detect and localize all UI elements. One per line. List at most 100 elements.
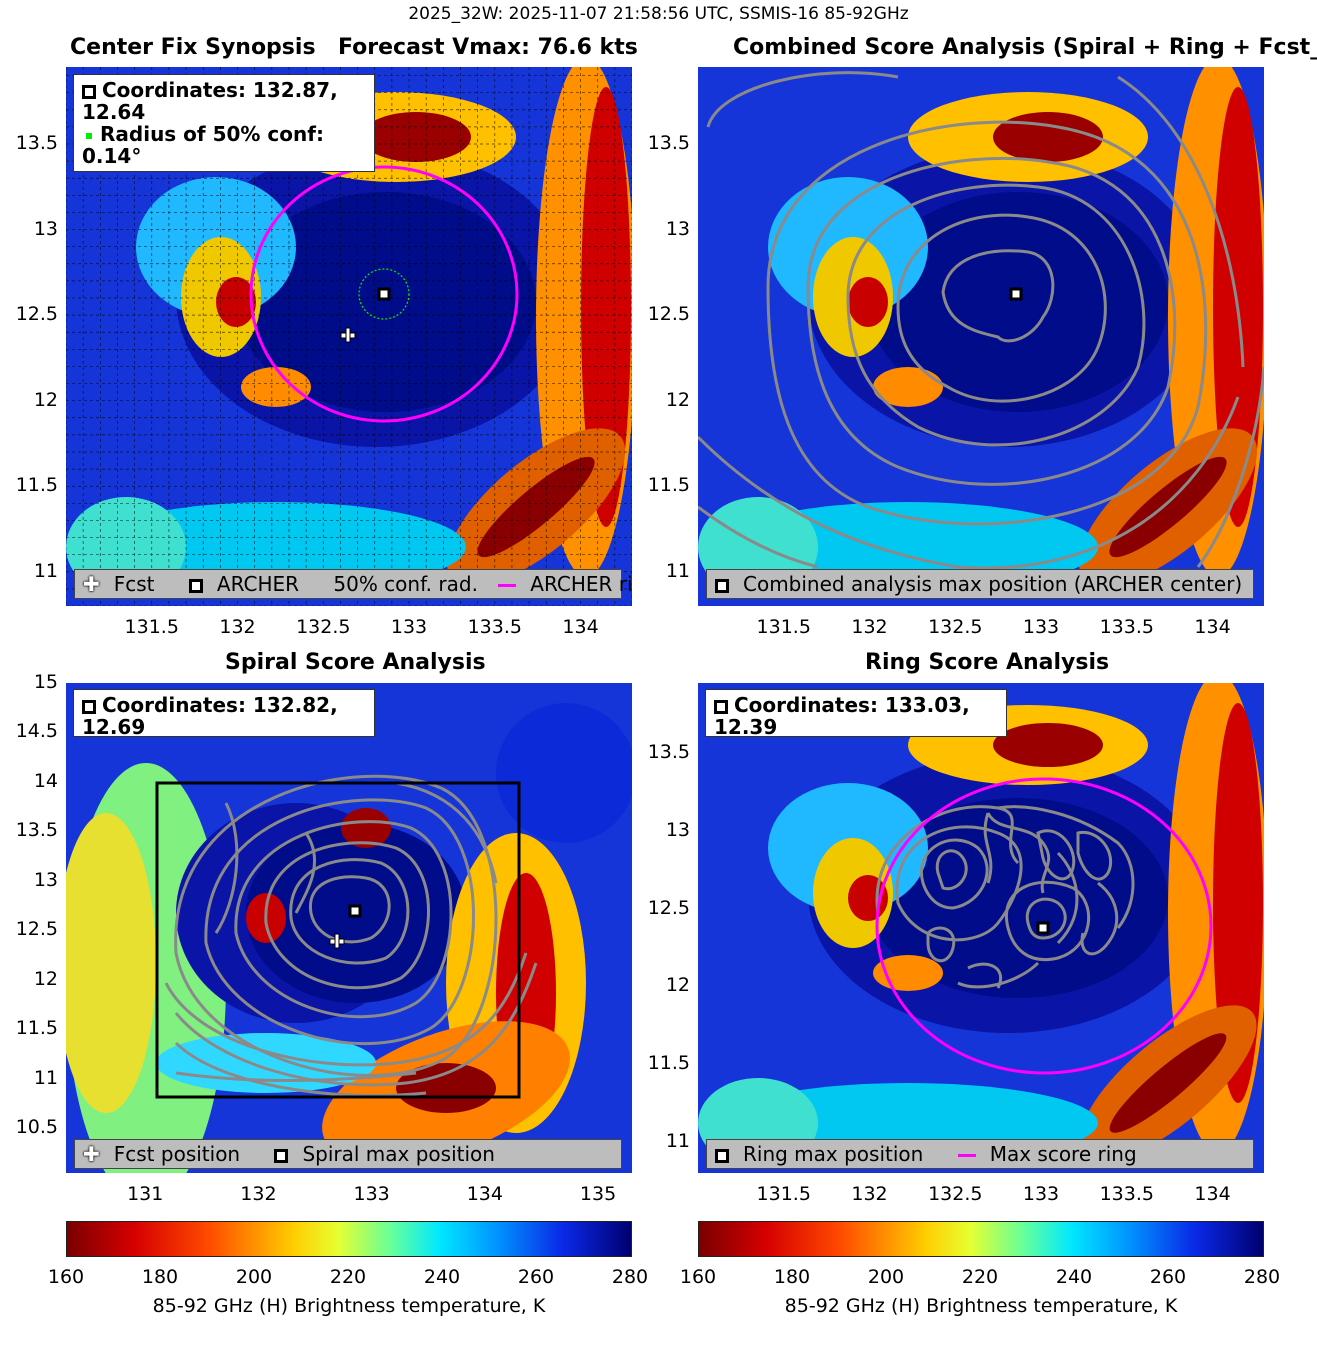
panel-br-legend: Ring max position Max score ring <box>706 1139 1254 1169</box>
square-icon <box>715 1148 729 1163</box>
ring-contours <box>875 805 1135 989</box>
ytick-label: 14.5 <box>15 720 58 743</box>
ring-legend-icon <box>714 699 728 714</box>
legend-combined: Combined analysis max position (ARCHER c… <box>743 572 1243 596</box>
ytick-label: 13.5 <box>647 741 690 763</box>
ytick-label: 13 <box>665 818 690 841</box>
xtick-label: 133.5 <box>467 616 522 638</box>
xtick-label: 132.5 <box>928 1183 983 1205</box>
colorbar-tick: 240 <box>423 1266 461 1288</box>
ytick-label: 12 <box>33 388 58 411</box>
legend-fcst: Fcst <box>113 572 155 596</box>
colorbar-tick: 220 <box>961 1266 999 1288</box>
square-icon <box>274 1148 289 1163</box>
ytick-label: 13 <box>33 868 58 891</box>
panel-br-svg <box>698 683 1264 1173</box>
coordinates-text: Coordinates: 132.82, 12.69 <box>82 693 338 739</box>
legend-ring: ARCHER ring <box>530 572 632 596</box>
legend-ring-max: Ring max position <box>743 1142 924 1166</box>
xtick-label: 131.5 <box>756 1183 811 1205</box>
panel-bl-svg <box>66 683 632 1173</box>
panel-bl-title: Spiral Score Analysis <box>225 650 486 675</box>
legend-spiral-max: Spiral max position <box>302 1142 495 1166</box>
archer-ring <box>249 165 519 423</box>
ytick-label: 11 <box>665 559 690 582</box>
fcst-marker <box>329 933 345 949</box>
colorbar-left <box>66 1221 632 1257</box>
spiral-legend-icon <box>82 699 96 714</box>
panel-tr-title: Combined Score Analysis (Spiral + Ring +… <box>733 35 1317 60</box>
coordinates-text: Coordinates: 132.87, 12.64 <box>82 78 338 124</box>
colorbar-tick: 260 <box>1149 1266 1187 1288</box>
ytick-label: 12 <box>665 388 690 411</box>
xtick-label: 131 <box>127 1183 164 1205</box>
panel-br-title: Ring Score Analysis <box>865 650 1110 675</box>
colorbar-right-label: 85-92 GHz (H) Brightness temperature, K <box>784 1295 1178 1317</box>
xtick-label: 134 <box>466 1183 503 1205</box>
xtick-label: 132 <box>851 1183 888 1205</box>
archer-legend-icon <box>82 84 96 99</box>
panel-tl-infobox: Coordinates: 132.87, 12.64 Radius of 50%… <box>73 74 375 172</box>
ytick-label: 10.5 <box>15 1116 58 1139</box>
ytick-label: 13.5 <box>647 132 690 154</box>
legend-archer: ARCHER <box>216 572 300 596</box>
xtick-label: 134 <box>1194 616 1231 638</box>
colorbar-tick: 240 <box>1055 1266 1093 1288</box>
ytick-label: 14 <box>33 769 58 792</box>
panel-tr-legend: Combined analysis max position (ARCHER c… <box>706 569 1254 599</box>
ytick-label: 13.5 <box>15 132 58 154</box>
ytick-label: 13.5 <box>15 819 58 842</box>
colorbar-tick: 180 <box>141 1266 179 1288</box>
ring-line-icon <box>498 584 517 587</box>
legend-max-ring: Max score ring <box>989 1142 1137 1166</box>
ytick-label: 11.5 <box>647 1052 690 1075</box>
panel-bl-legend: ✚ Fcst position Spiral max position <box>74 1139 622 1169</box>
panel-tr-svg <box>698 67 1264 606</box>
coordinates-text: Coordinates: 133.03, 12.39 <box>714 693 970 739</box>
colorbar-tick: 220 <box>329 1266 367 1288</box>
panel-tl-vmax: Forecast Vmax: 76.6 kts <box>338 35 638 60</box>
colorbar-tick: 180 <box>773 1266 811 1288</box>
xtick-label: 133 <box>1022 616 1060 638</box>
ytick-label: 11 <box>33 559 58 582</box>
legend-conf: 50% conf. rad. <box>333 572 478 596</box>
archer-marker <box>377 287 391 301</box>
xtick-label: 132.5 <box>296 616 351 638</box>
plus-icon: ✚ <box>83 1142 100 1166</box>
conf-legend-icon <box>86 132 92 139</box>
square-icon <box>715 578 729 593</box>
panel-tl-plot: Coordinates: 132.87, 12.64 Radius of 50%… <box>66 67 632 606</box>
xtick-label: 134 <box>1194 1183 1231 1205</box>
panel-bl-plot: Coordinates: 132.82, 12.69 ✚ Fcst positio… <box>66 683 632 1173</box>
radius-text: Radius of 50% conf: 0.14° <box>82 122 324 168</box>
combined-contours <box>698 71 1264 570</box>
colorbar-tick: 260 <box>517 1266 555 1288</box>
xtick-label: 132 <box>240 1183 277 1205</box>
fcst-marker <box>340 327 356 343</box>
ytick-label: 13 <box>33 217 58 240</box>
combined-max-marker <box>1009 287 1023 301</box>
xtick-label: 131.5 <box>756 616 811 638</box>
square-icon <box>188 578 203 593</box>
xtick-label: 133 <box>1022 1183 1060 1205</box>
xtick-label: 132 <box>851 616 888 638</box>
panel-br-plot: Coordinates: 133.03, 12.39 Ring max posi… <box>698 683 1264 1173</box>
plus-icon: ✚ <box>83 572 100 596</box>
spiral-search-box <box>155 781 521 1099</box>
figure-suptitle: 2025_32W: 2025-11-07 21:58:56 UTC, SSMIS… <box>408 4 909 24</box>
xtick-label: 134 <box>562 616 599 638</box>
ytick-label: 12.5 <box>647 896 690 919</box>
colorbar-tick: 280 <box>1243 1266 1281 1288</box>
ytick-label: 12 <box>665 974 690 997</box>
ytick-label: 11 <box>665 1129 690 1152</box>
panel-br-infobox: Coordinates: 133.03, 12.39 <box>705 689 1007 739</box>
ytick-label: 11.5 <box>15 1017 58 1040</box>
spiral-contours <box>164 774 538 1098</box>
ytick-label: 12.5 <box>15 918 58 941</box>
colorbar-tick: 200 <box>235 1266 273 1288</box>
colorbar-tick: 160 <box>679 1266 717 1288</box>
xtick-label: 135 <box>579 1183 617 1205</box>
xtick-label: 133.5 <box>1099 616 1154 638</box>
colorbar-tick: 280 <box>611 1266 649 1288</box>
confidence-circle <box>358 268 410 320</box>
